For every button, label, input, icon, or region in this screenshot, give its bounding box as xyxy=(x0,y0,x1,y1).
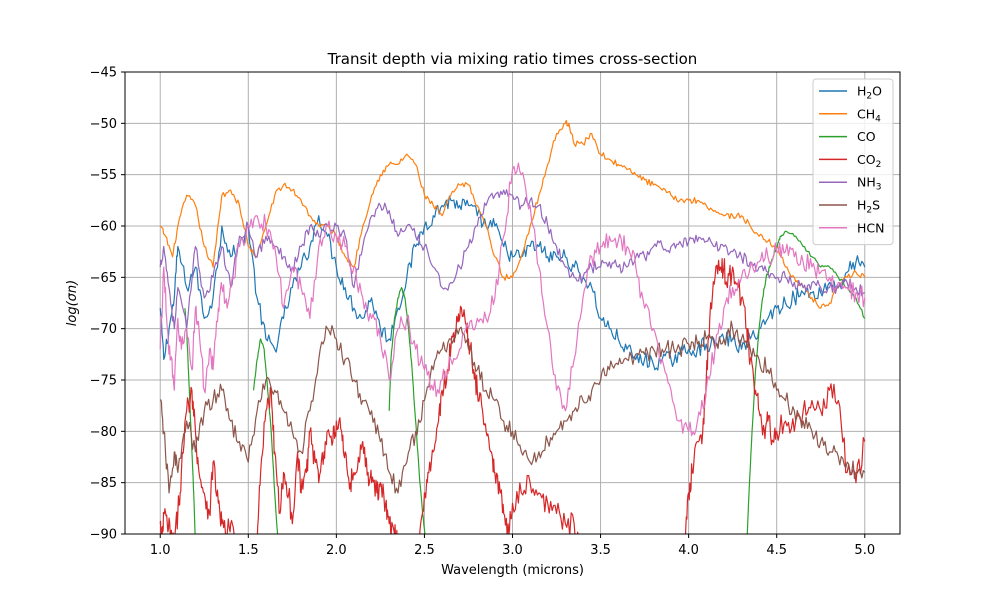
x-axis-label: Wavelength (microns) xyxy=(441,563,584,578)
series-line-co2 xyxy=(159,386,235,534)
legend-label-hcn: HCN xyxy=(857,220,884,235)
series-line-h2s xyxy=(159,320,866,494)
legend-box xyxy=(812,78,894,246)
y-tick-label: −85 xyxy=(90,476,117,491)
legend-label-subscript: 3 xyxy=(876,183,882,193)
series-line-co2 xyxy=(256,387,398,534)
series-line-co xyxy=(388,287,426,534)
series-line-ch4 xyxy=(159,120,866,309)
series-line-co2 xyxy=(684,258,866,534)
legend-label-co2: CO2 xyxy=(857,152,881,170)
x-tick-label: 2.0 xyxy=(326,543,347,558)
x-tick-label: 3.5 xyxy=(590,543,611,558)
legend-label-h2s: H2S xyxy=(857,198,880,216)
legend-label-main: H xyxy=(857,84,866,99)
x-tick-label: 1.0 xyxy=(150,543,171,558)
x-tick-label: 5.0 xyxy=(854,543,875,558)
series-line-hcn xyxy=(159,162,866,437)
legend-label-main: CO xyxy=(857,129,876,144)
legend-label-main: NH xyxy=(857,175,876,190)
y-tick-label: −45 xyxy=(90,66,117,81)
legend-label-h2o: H2O xyxy=(857,84,882,102)
legend-label-main: HCN xyxy=(857,220,884,235)
chart-title: Transit depth via mixing ratio times cro… xyxy=(327,50,698,68)
y-tick-label: −80 xyxy=(90,425,117,440)
y-tick-label: −50 xyxy=(90,117,117,132)
legend-label-tail: S xyxy=(872,198,880,213)
legend-label-main: CH xyxy=(857,106,875,121)
y-tick-label: −90 xyxy=(90,528,117,543)
series-line-h2o xyxy=(159,195,866,371)
legend-label-subscript: 2 xyxy=(866,92,872,102)
x-tick-label: 1.5 xyxy=(238,543,259,558)
legend-label-main: H xyxy=(857,198,866,213)
y-tick-label: −75 xyxy=(90,374,117,389)
x-tick-label: 2.5 xyxy=(414,543,435,558)
y-tick-label: −55 xyxy=(90,168,117,183)
y-tick-label: −65 xyxy=(90,271,117,286)
legend-label-tail: O xyxy=(872,84,882,99)
y-tick-label: −70 xyxy=(90,322,117,337)
y-axis-label: log(σn) xyxy=(65,280,80,326)
y-tick-label: −60 xyxy=(90,220,117,235)
x-tick-label: 4.5 xyxy=(766,543,787,558)
series-lines xyxy=(159,120,866,534)
legend-label-nh3: NH3 xyxy=(857,175,881,193)
legend-label-subscript: 4 xyxy=(875,114,881,124)
series-line-nh3 xyxy=(159,189,865,330)
legend-label-main: CO xyxy=(857,152,876,167)
x-tick-label: 3.0 xyxy=(502,543,523,558)
ticks: 1.0 1.5 2.0 2.5 3.0 3.5 4.0 4.5 5.0 −45 −50 −55 −60 −… xyxy=(90,66,876,559)
legend-label-subscript: 2 xyxy=(866,206,872,216)
legend-label-ch4: CH4 xyxy=(857,106,881,124)
series-line-co2 xyxy=(419,305,579,534)
series-line-co xyxy=(252,338,279,534)
legend-label-co: CO xyxy=(857,129,876,144)
legend-label-subscript: 2 xyxy=(876,160,882,170)
x-tick-label: 4.0 xyxy=(678,543,699,558)
